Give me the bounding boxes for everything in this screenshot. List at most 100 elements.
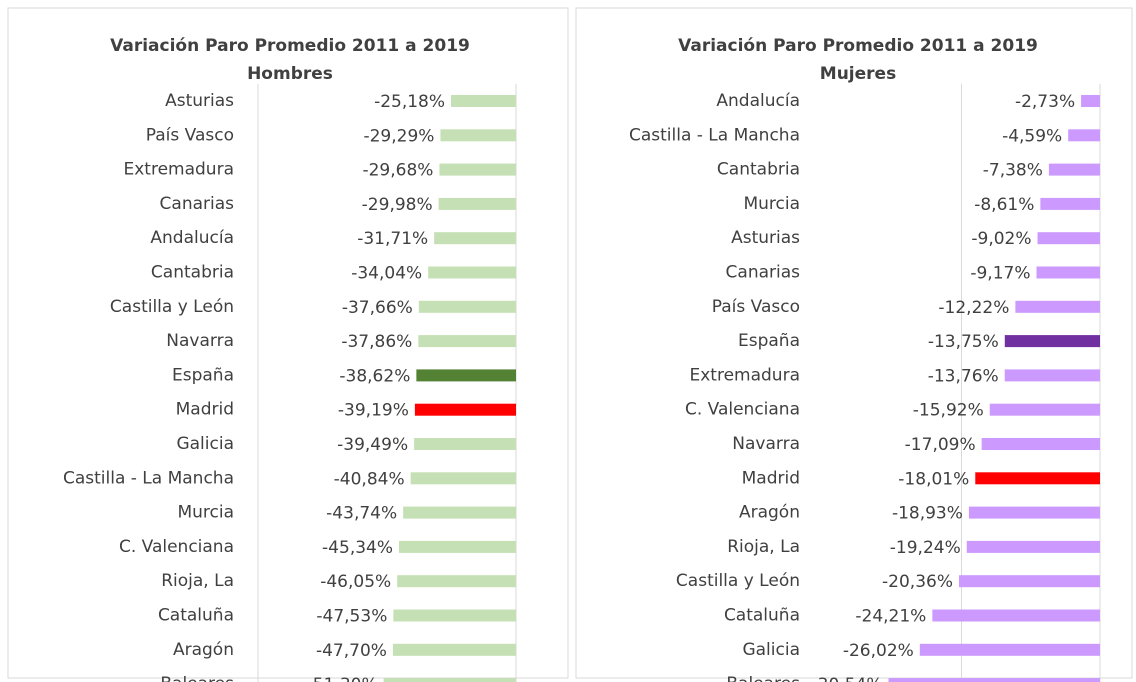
- bar: [975, 472, 1100, 485]
- data-label: -45,34%: [322, 538, 393, 558]
- bar: [414, 438, 516, 450]
- y-tick-label: Aragón: [173, 640, 234, 660]
- data-label: -46,05%: [320, 572, 391, 592]
- y-tick-label: C. Valenciana: [119, 537, 234, 557]
- y-tick-label: Cataluña: [724, 606, 800, 626]
- data-label: -31,71%: [357, 229, 428, 249]
- data-label: -30,54%: [812, 675, 883, 682]
- y-tick-label: Galicia: [176, 434, 234, 454]
- data-label: -13,76%: [928, 366, 999, 386]
- bar: [919, 643, 1100, 656]
- y-tick-label: España: [172, 365, 234, 385]
- y-tick-label: Madrid: [176, 400, 234, 420]
- bar: [1068, 129, 1100, 142]
- bar: [989, 403, 1100, 416]
- y-tick-label: España: [738, 331, 800, 351]
- bar: [1036, 266, 1100, 279]
- bar: [932, 609, 1100, 622]
- data-label: -15,92%: [913, 401, 984, 421]
- y-tick-label: Baleares: [726, 674, 800, 682]
- bar: [393, 609, 516, 622]
- data-label: -2,73%: [1015, 92, 1075, 112]
- data-label: -4,59%: [1002, 126, 1062, 146]
- chart-title: Variación Paro Promedio 2011 a 2019: [678, 36, 1038, 56]
- y-tick-label: Canarias: [726, 263, 801, 283]
- y-tick-label: Galicia: [742, 640, 800, 660]
- y-tick-label: Rioja, La: [727, 537, 800, 557]
- bar: [399, 540, 516, 553]
- y-tick-label: Cataluña: [158, 606, 234, 626]
- data-label: -18,01%: [898, 469, 969, 489]
- bar: [1037, 232, 1100, 245]
- y-tick-label: Murcia: [177, 503, 234, 523]
- bar: [397, 575, 516, 588]
- data-label: -25,18%: [374, 92, 445, 112]
- data-label: -47,53%: [316, 607, 387, 627]
- bar: [428, 266, 516, 279]
- y-tick-label: Murcia: [743, 194, 800, 214]
- y-tick-label: Cantabria: [151, 263, 234, 283]
- y-tick-label: Navarra: [166, 331, 234, 351]
- data-label: -39,49%: [337, 435, 408, 455]
- data-label: -38,62%: [339, 366, 410, 386]
- data-label: -12,22%: [938, 298, 1009, 318]
- data-label: -34,04%: [351, 264, 422, 284]
- data-label: -29,68%: [362, 161, 433, 181]
- y-tick-label: Cantabria: [717, 160, 800, 180]
- bar: [1081, 95, 1100, 107]
- y-tick-label: País Vasco: [712, 297, 800, 317]
- y-tick-label: Madrid: [742, 468, 800, 488]
- bar: [966, 540, 1100, 553]
- bar: [1004, 369, 1100, 382]
- data-label: -9,17%: [970, 264, 1030, 284]
- bar: [414, 403, 516, 416]
- bar: [888, 678, 1100, 682]
- data-label: -43,74%: [326, 504, 397, 524]
- chart-subtitle: Hombres: [247, 64, 333, 84]
- data-label: -13,75%: [928, 332, 999, 352]
- bar: [434, 232, 516, 245]
- data-label: -37,86%: [341, 332, 412, 352]
- y-tick-label: Aragón: [739, 503, 800, 523]
- bar: [418, 335, 516, 348]
- bar: [1048, 163, 1100, 176]
- y-tick-label: Castilla y León: [676, 571, 800, 591]
- y-tick-label: C. Valenciana: [685, 400, 800, 420]
- bar: [968, 506, 1100, 519]
- y-tick-label: Asturias: [731, 228, 800, 248]
- bar: [1040, 197, 1100, 210]
- bar: [410, 472, 516, 485]
- y-tick-label: Andalucía: [150, 228, 234, 248]
- y-tick-label: País Vasco: [146, 125, 234, 145]
- data-label: -24,21%: [855, 607, 926, 627]
- y-tick-label: Castilla - La Mancha: [63, 468, 234, 488]
- bar: [439, 163, 516, 176]
- data-label: -29,29%: [363, 126, 434, 146]
- y-tick-label: Castilla - La Mancha: [629, 125, 800, 145]
- bar: [392, 643, 516, 656]
- bar: [440, 129, 516, 142]
- data-label: -19,24%: [890, 538, 961, 558]
- bar: [418, 300, 516, 313]
- bar: [959, 575, 1100, 588]
- data-label: -40,84%: [334, 469, 405, 489]
- bar: [416, 369, 516, 382]
- chart-title: Variación Paro Promedio 2011 a 2019: [110, 36, 470, 56]
- y-tick-label: Extremadura: [690, 365, 801, 385]
- y-tick-label: Extremadura: [124, 160, 235, 180]
- data-label: -8,61%: [974, 195, 1034, 215]
- y-tick-label: Canarias: [160, 194, 235, 214]
- data-label: -9,02%: [971, 229, 1031, 249]
- data-label: -51,30%: [307, 675, 378, 682]
- data-label: -26,02%: [843, 641, 914, 661]
- y-tick-label: Asturias: [165, 91, 234, 111]
- bar: [981, 438, 1100, 450]
- data-label: -20,36%: [882, 572, 953, 592]
- y-tick-label: Andalucía: [716, 91, 800, 111]
- data-label: -39,19%: [338, 401, 409, 421]
- data-label: -17,09%: [905, 435, 976, 455]
- data-label: -47,70%: [316, 641, 387, 661]
- chart-subtitle: Mujeres: [820, 64, 896, 84]
- data-label: -7,38%: [983, 161, 1043, 181]
